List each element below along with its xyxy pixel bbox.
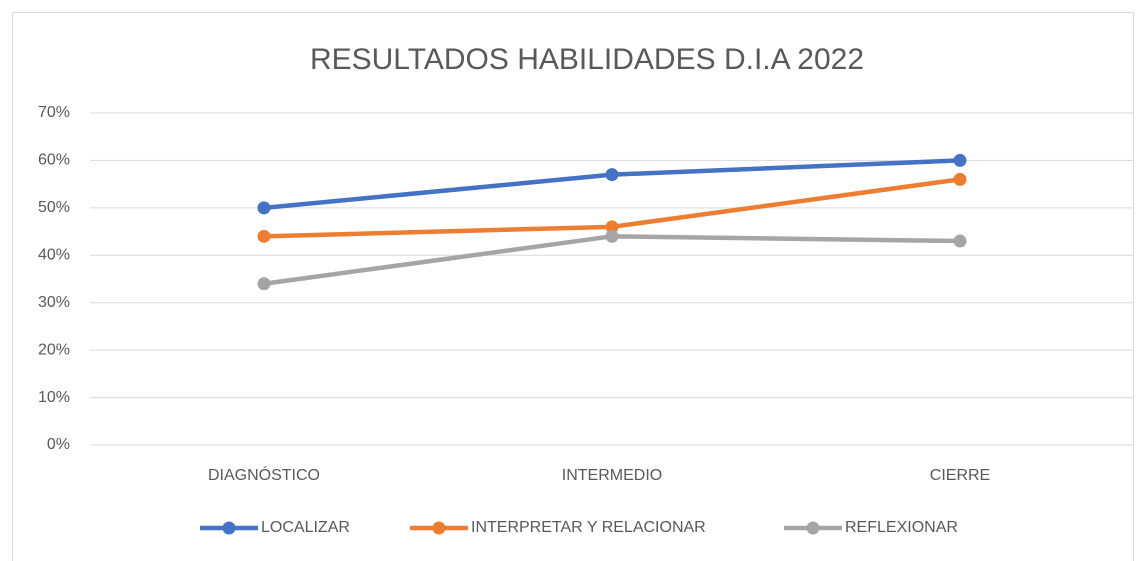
- legend-marker: [222, 521, 236, 535]
- legend-label: REFLEXIONAR: [845, 519, 958, 536]
- point: [953, 153, 967, 167]
- point: [605, 220, 619, 234]
- point: [257, 229, 271, 243]
- y-tick-label: 60%: [38, 152, 70, 169]
- point: [605, 168, 619, 182]
- x-tick-label: CIERRE: [930, 467, 990, 484]
- point: [605, 229, 619, 243]
- y-tick-label: 30%: [38, 294, 70, 311]
- point: [257, 201, 271, 215]
- point: [953, 234, 967, 248]
- y-tick-label: 50%: [38, 199, 70, 216]
- chart-title: RESULTADOS HABILIDADES D.I.A 2022: [310, 43, 864, 76]
- x-tick-label: INTERMEDIO: [562, 467, 662, 484]
- point: [953, 172, 967, 186]
- y-tick-label: 70%: [38, 104, 70, 121]
- legend-label: LOCALIZAR: [261, 519, 350, 536]
- legend-label: INTERPRETAR Y RELACIONAR: [471, 519, 706, 536]
- legend-marker: [806, 521, 820, 535]
- point: [257, 277, 271, 291]
- x-tick-label: DIAGNÓSTICO: [208, 465, 320, 484]
- y-tick-label: 20%: [38, 341, 70, 358]
- y-tick-label: 40%: [38, 247, 70, 264]
- chart-border: [12, 12, 1134, 561]
- y-tick-label: 0%: [47, 436, 70, 453]
- legend-marker: [432, 521, 446, 535]
- y-tick-label: 10%: [38, 389, 70, 406]
